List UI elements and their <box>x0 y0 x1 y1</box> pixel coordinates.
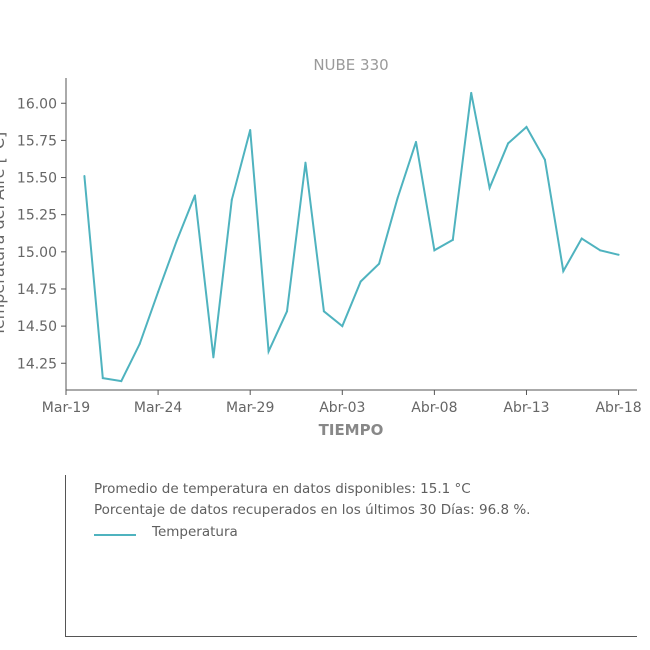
x-tick-label: Mar-29 <box>226 400 274 416</box>
y-tick-label: 14.50 <box>17 319 57 335</box>
legend-line-swatch <box>94 534 136 536</box>
data-point <box>359 280 362 283</box>
data-point <box>193 194 196 197</box>
data-point <box>286 310 289 313</box>
x-tick-label: Abr-18 <box>595 400 641 416</box>
x-tick-label: Mar-19 <box>42 400 90 416</box>
data-point <box>230 198 233 201</box>
x-tick-label: Abr-13 <box>503 400 549 416</box>
x-tick-label: Mar-24 <box>134 400 182 416</box>
x-tick-label: Abr-08 <box>411 400 457 416</box>
y-tick-label: 15.00 <box>17 245 57 261</box>
data-point <box>396 197 399 200</box>
data-point <box>249 129 252 131</box>
y-tick-label: 15.50 <box>17 171 57 187</box>
recovered-data-text: Porcentaje de datos recuperados en los ú… <box>94 502 531 518</box>
chart-title: NUBE 330 <box>313 56 388 74</box>
data-point <box>599 249 602 252</box>
y-tick-label: 14.25 <box>17 356 57 372</box>
data-point <box>617 253 620 256</box>
data-point <box>488 186 491 189</box>
x-axis-label: TIEMPO <box>319 421 384 439</box>
data-point <box>83 175 86 178</box>
data-point <box>175 240 178 243</box>
data-point <box>120 380 123 383</box>
data-point <box>470 91 473 94</box>
data-point <box>580 237 583 240</box>
average-temperature-text: Promedio de temperatura en datos disponi… <box>94 481 471 497</box>
data-point <box>525 126 528 129</box>
y-tick-label: 15.25 <box>17 208 57 224</box>
data-point <box>101 377 104 380</box>
data-point <box>433 249 436 252</box>
data-point <box>507 142 510 145</box>
data-point <box>562 270 565 273</box>
legend-label: Temperatura <box>152 524 238 540</box>
series-line-temperatura <box>83 92 619 383</box>
x-tick-label: Abr-03 <box>319 400 365 416</box>
data-point <box>414 140 417 143</box>
data-point <box>157 290 160 293</box>
x-ticks: Mar-19 Mar-24 Mar-29 Abr-03 Abr-08 Abr-13 Abr-… <box>42 390 642 416</box>
data-point <box>304 161 307 164</box>
info-panel: Promedio de temperatura en datos disponi… <box>65 475 637 637</box>
data-point <box>451 238 454 241</box>
data-point <box>341 325 344 328</box>
data-point <box>543 158 546 161</box>
y-axis-label: Temperatura del Aire [°C] <box>0 132 8 337</box>
line-chart: NUBE 330 14.2514.5014.7515.0015.2515.501… <box>0 56 642 439</box>
data-point <box>322 310 325 313</box>
y-tick-label: 15.75 <box>17 133 57 149</box>
data-point <box>267 350 270 353</box>
data-points <box>83 91 620 383</box>
y-tick-label: 14.75 <box>17 282 57 298</box>
data-point <box>212 356 215 359</box>
data-point <box>378 262 381 265</box>
data-point <box>138 342 141 345</box>
y-tick-label: 16.00 <box>17 96 57 112</box>
y-ticks: 14.25 14.50 14.75 15.00 15.25 15.50 15.75 16.00 <box>17 96 66 372</box>
